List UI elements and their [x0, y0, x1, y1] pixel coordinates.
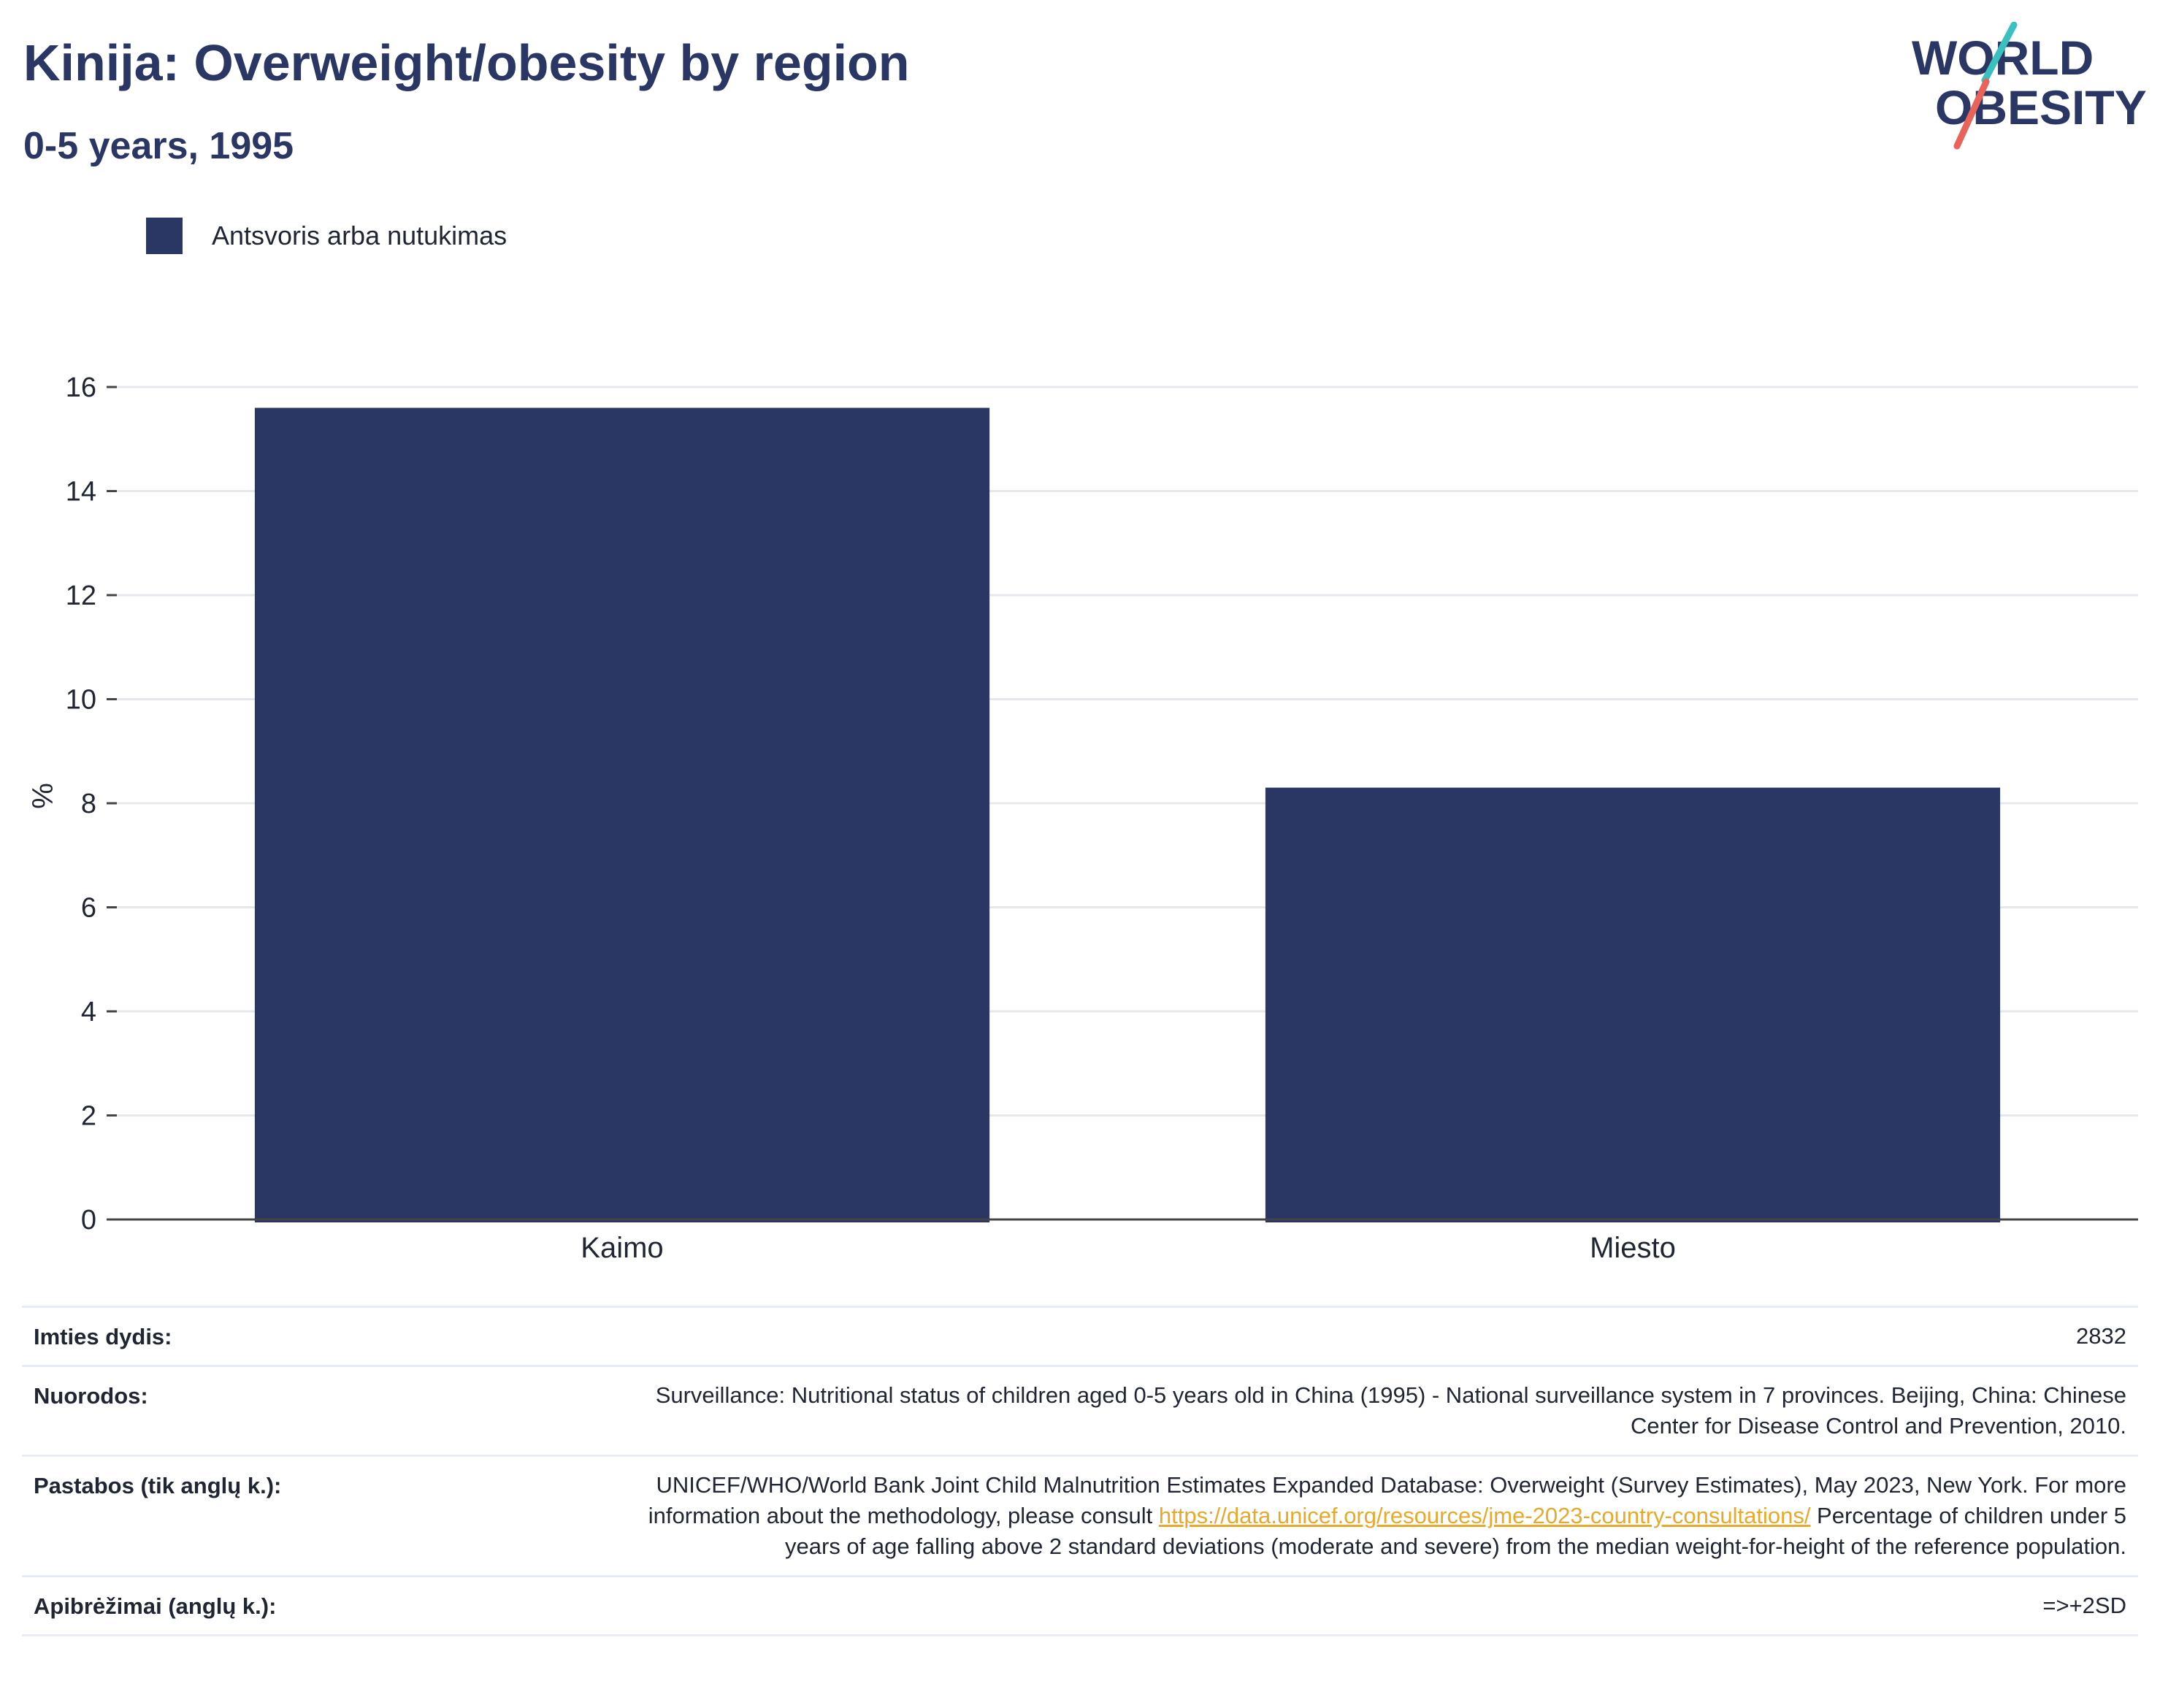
chart-title: Kinija: Overweight/obesity by region	[23, 34, 910, 91]
logo-slash-top	[1981, 22, 2018, 84]
world-obesity-logo: WORLD OBESITY	[1912, 22, 2147, 150]
y-tick-label: 6	[81, 893, 96, 924]
info-row-sample-size: Imties dydis: 2832	[22, 1306, 2138, 1365]
notes-text-after-link: Percentage of children under 5 years of …	[785, 1503, 2126, 1559]
x-tick-label: Miesto	[1590, 1232, 1676, 1264]
sample-size-value: 2832	[2076, 1323, 2126, 1349]
y-tick-label: 8	[81, 789, 96, 819]
logo-text-obesity: OBESITY	[1935, 80, 2147, 134]
notes-text-before-link: UNICEF/WHO/World Bank Joint Child Malnut…	[648, 1472, 2126, 1528]
info-row-references: Nuorodos: Surveillance: Nutritional stat…	[22, 1365, 2138, 1455]
chart-legend[interactable]: Antsvoris arba nutukimas	[146, 218, 507, 254]
x-tick-label: Kaimo	[581, 1232, 663, 1264]
sample-size-label: Imties dydis:	[34, 1324, 172, 1349]
notes-methodology-link[interactable]: https://data.unicef.org/resources/jme-20…	[1158, 1503, 1811, 1528]
y-tick-label: 12	[66, 581, 96, 611]
tick-labels: 0 2 4 6 8 10 12 14 16 Kaimo Miesto	[66, 372, 1676, 1264]
legend-label: Antsvoris arba nutukimas	[212, 221, 508, 250]
y-tick-label: 16	[66, 372, 96, 403]
y-tick-label: 10	[66, 685, 96, 716]
references-value: Surveillance: Nutritional status of chil…	[655, 1382, 2126, 1439]
logo-text-world: WORLD	[1912, 31, 2094, 85]
definitions-value: =>+2SD	[2042, 1593, 2126, 1618]
y-tick-label: 14	[66, 477, 96, 508]
y-axis-label: %	[27, 783, 59, 809]
bar-chart: 0 2 4 6 8 10 12 14 16 Kaimo Miesto %	[27, 372, 2138, 1264]
y-tick-label: 2	[81, 1101, 96, 1132]
info-row-notes: Pastabos (tik anglų k.): UNICEF/WHO/Worl…	[22, 1455, 2138, 1575]
y-tick-label: 0	[81, 1205, 96, 1236]
axes	[107, 386, 2138, 1221]
bars	[254, 407, 2001, 1223]
notes-label: Pastabos (tik anglų k.):	[34, 1473, 282, 1498]
legend-swatch	[146, 218, 183, 254]
chart-subtitle: 0-5 years, 1995	[23, 125, 294, 167]
logo-slash-bottom	[1953, 78, 1990, 150]
info-row-definitions: Apibrėžimai (anglų k.): =>+2SD	[22, 1575, 2138, 1636]
references-label: Nuorodos:	[34, 1383, 148, 1409]
y-tick-label: 4	[81, 997, 96, 1027]
definitions-label: Apibrėžimai (anglų k.):	[34, 1593, 277, 1619]
info-table: Imties dydis: 2832 Nuorodos: Surveillanc…	[22, 1306, 2138, 1636]
bar-kaimo[interactable]	[254, 407, 990, 1223]
notes-value: UNICEF/WHO/World Bank Joint Child Malnut…	[608, 1470, 2126, 1562]
bar-miesto[interactable]	[1265, 787, 2001, 1222]
